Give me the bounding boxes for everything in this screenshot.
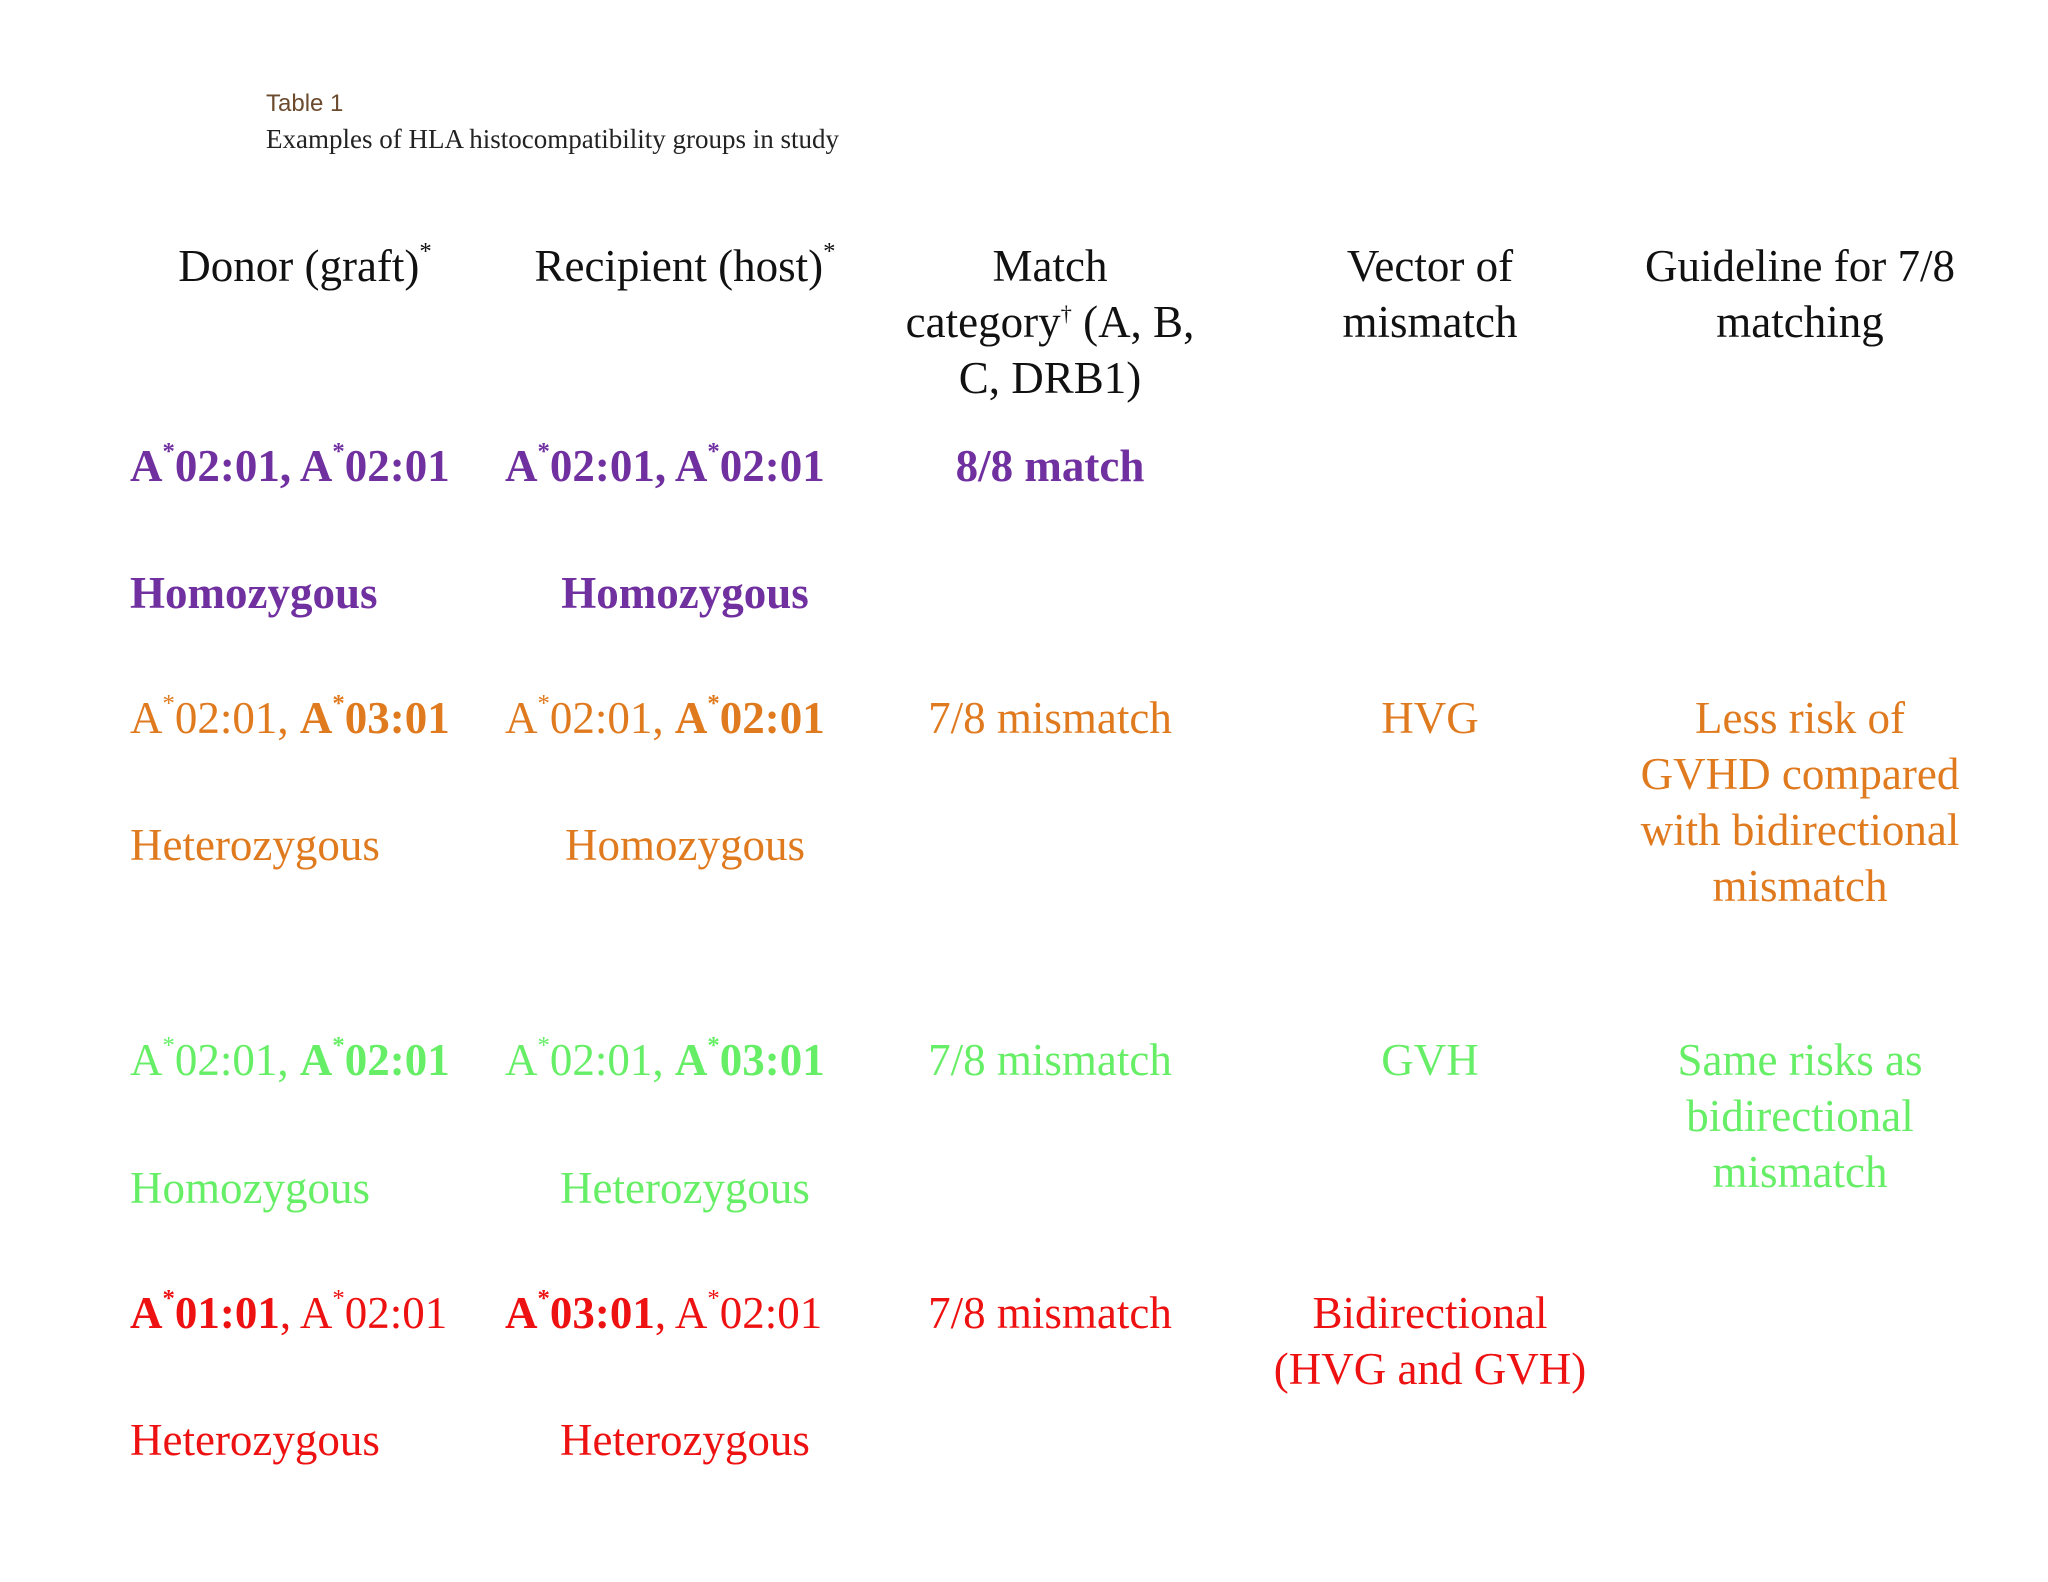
row3-donor-alleles: A*02:01, A*02:01 xyxy=(130,1031,450,1085)
row2-vector: HVG xyxy=(1381,693,1479,743)
header-donor: Donor (graft)* xyxy=(178,237,432,291)
row4-donor-zygosity: Heterozygous xyxy=(130,1415,380,1465)
row2-match: 7/8 mismatch xyxy=(928,693,1172,743)
header-recipient: Recipient (host)* xyxy=(534,237,836,291)
header-match-category: Match category† (A, B, C, DRB1) xyxy=(905,241,1195,403)
row4-recipient-zygosity: Heterozygous xyxy=(560,1415,810,1465)
row1-recipient-zygosity: Homozygous xyxy=(561,568,809,618)
row2-donor-alleles: A*02:01, A*03:01 xyxy=(130,689,450,743)
row4-donor-alleles: A*01:01, A*02:01 xyxy=(130,1284,448,1338)
row2-guideline: Less risk of GVHD compared with bidirect… xyxy=(1640,693,1960,911)
row4-vector: Bidirectional (HVG and GVH) xyxy=(1273,1288,1587,1394)
row1-recipient-alleles: A*02:01, A*02:01 xyxy=(505,437,825,491)
row4-match: 7/8 mismatch xyxy=(928,1288,1172,1338)
row4-recipient-alleles: A*03:01, A*02:01 xyxy=(505,1284,823,1338)
row1-match: 8/8 match xyxy=(955,441,1145,491)
row3-donor-zygosity: Homozygous xyxy=(130,1163,370,1213)
row2-recipient-alleles: A*02:01, A*02:01 xyxy=(505,689,825,743)
row3-recipient-alleles: A*02:01, A*03:01 xyxy=(505,1031,825,1085)
table-label: Table 1 xyxy=(266,90,344,117)
row2-recipient-zygosity: Homozygous xyxy=(565,820,805,870)
row2-donor-zygosity: Heterozygous xyxy=(130,820,380,870)
row1-donor-alleles: A*02:01, A*02:01 xyxy=(130,437,450,491)
row3-match: 7/8 mismatch xyxy=(928,1035,1172,1085)
row3-guideline: Same risks as bidirectional mismatch xyxy=(1677,1035,1923,1197)
row3-vector: GVH xyxy=(1381,1035,1479,1085)
header-guideline: Guideline for 7/8 matching xyxy=(1645,241,1955,347)
row3-recipient-zygosity: Heterozygous xyxy=(560,1163,810,1213)
row1-donor-zygosity: Homozygous xyxy=(130,568,378,618)
table-caption: Examples of HLA histocompatibility group… xyxy=(266,124,839,154)
header-vector: Vector of mismatch xyxy=(1342,241,1518,347)
